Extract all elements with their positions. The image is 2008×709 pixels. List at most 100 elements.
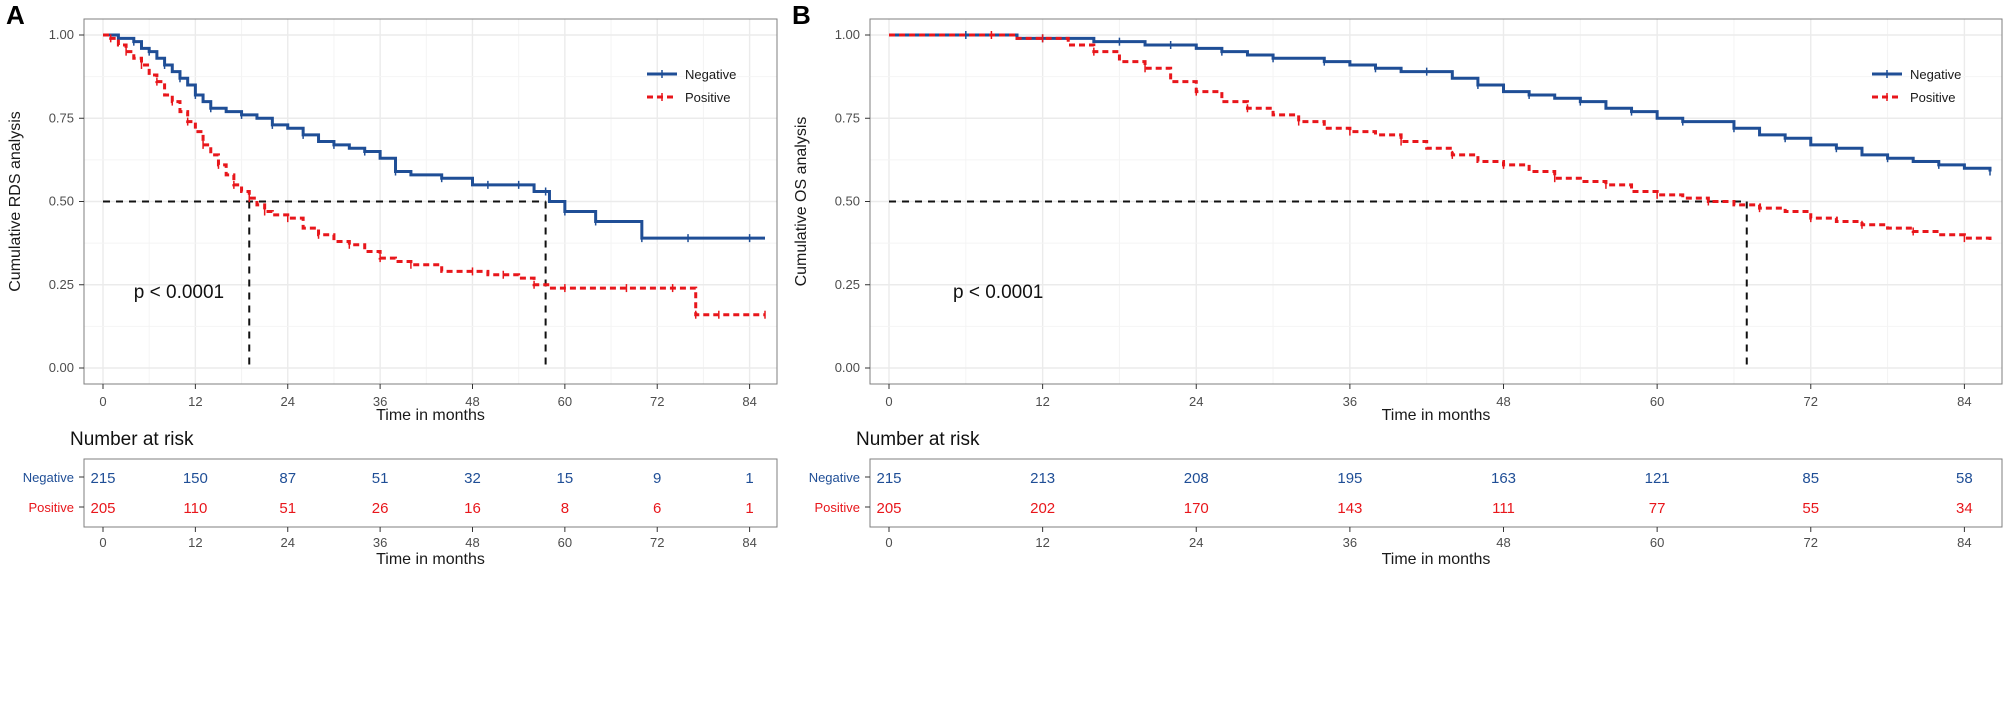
risk-table-frame (83, 458, 778, 528)
y-axis-label: Cumulative OS analysis (793, 117, 810, 287)
y-tick-label: 0.75 (49, 110, 74, 125)
x-tick-label: 12 (1035, 394, 1049, 409)
risk-count: 16 (464, 500, 481, 517)
censor-marks-negative (117, 34, 751, 243)
risk-count: 195 (1337, 470, 1362, 487)
legend-label-positive: Positive (1910, 90, 1956, 105)
risk-x-tick-label: 72 (1804, 535, 1818, 550)
km-panel-b: B 0 12 24 36 48 60 72 84 0.00 0.25 0.50 0.75 1.00 Time… (792, 0, 2003, 568)
censor-marks-negative (965, 31, 1991, 176)
risk-count: 215 (876, 470, 901, 487)
risk-count: 202 (1030, 500, 1055, 517)
p-value: p < 0.0001 (953, 282, 1043, 303)
x-tick-label: 36 (373, 394, 387, 409)
risk-count: 1 (745, 500, 753, 517)
x-tick-label: 48 (465, 394, 479, 409)
risk-x-tick-label: 0 (99, 535, 106, 550)
y-tick-label: 1.00 (49, 27, 74, 42)
risk-x-axis-label: Time in months (376, 551, 485, 568)
risk-count: 9 (653, 470, 661, 487)
risk-count: 143 (1337, 500, 1362, 517)
risk-x-tick-label: 24 (281, 535, 295, 550)
x-axis-label: Time in months (1382, 407, 1491, 424)
risk-x-tick-label: 12 (188, 535, 202, 550)
risk-count: 51 (279, 500, 296, 517)
x-tick-label: 72 (650, 394, 664, 409)
y-tick-label: 0.50 (49, 194, 74, 209)
risk-count: 215 (90, 470, 115, 487)
risk-count: 208 (1184, 470, 1209, 487)
risk-count: 85 (1802, 470, 1819, 487)
survival-curve-positive (103, 33, 765, 317)
risk-count: 111 (1492, 500, 1515, 517)
risk-count: 1 (745, 470, 753, 487)
y-tick-label: 0.75 (835, 110, 860, 125)
risk-x-tick-label: 84 (742, 535, 756, 550)
risk-row-label-positive: Positive (28, 500, 74, 515)
x-tick-label: 24 (281, 394, 295, 409)
risk-count: 150 (183, 470, 208, 487)
risk-row-label-negative: Negative (809, 470, 860, 485)
x-tick-label: 84 (742, 394, 756, 409)
risk-count: 58 (1956, 470, 1973, 487)
legend-label-negative: Negative (685, 67, 736, 82)
risk-count: 205 (876, 500, 901, 517)
risk-x-tick-label: 36 (373, 535, 387, 550)
risk-row-label-negative: Negative (23, 470, 74, 485)
risk-x-tick-label: 0 (885, 535, 892, 550)
risk-count: 26 (372, 500, 389, 517)
risk-x-tick-label: 84 (1957, 535, 1971, 550)
y-axis-label: Cumulative RDS analysis (7, 111, 24, 292)
y-tick-label: 0.25 (49, 277, 74, 292)
x-tick-label: 60 (1650, 394, 1664, 409)
risk-count: 34 (1956, 500, 1973, 517)
y-tick-label: 0.00 (835, 360, 860, 375)
risk-x-tick-label: 60 (1650, 535, 1664, 550)
risk-count: 77 (1649, 500, 1666, 517)
risk-x-tick-label: 48 (465, 535, 479, 550)
censor-marks-positive (990, 31, 1966, 243)
risk-table-title: Number at risk (856, 429, 980, 450)
risk-count: 163 (1491, 470, 1516, 487)
risk-x-tick-label: 12 (1035, 535, 1049, 550)
risk-count: 55 (1802, 500, 1819, 517)
risk-x-axis-label: Time in months (1382, 551, 1491, 568)
risk-count: 8 (561, 500, 569, 517)
risk-x-tick-label: 48 (1496, 535, 1510, 550)
x-tick-label: 0 (885, 394, 892, 409)
risk-count: 51 (372, 470, 389, 487)
x-tick-label: 84 (1957, 394, 1971, 409)
x-axis-label: Time in months (376, 407, 485, 424)
legend-label-negative: Negative (1910, 67, 1961, 82)
risk-x-tick-label: 36 (1343, 535, 1357, 550)
y-tick-label: 0.25 (835, 277, 860, 292)
y-tick-label: 0.00 (49, 360, 74, 375)
risk-x-tick-label: 24 (1189, 535, 1203, 550)
km-panel-a: A 0 12 24 36 48 60 72 84 0.00 0.25 0.50 0.75 1.00 Time… (6, 0, 778, 568)
risk-x-tick-label: 60 (558, 535, 572, 550)
p-value: p < 0.0001 (134, 282, 224, 303)
y-tick-label: 1.00 (835, 27, 860, 42)
x-tick-label: 0 (99, 394, 106, 409)
panel-label: A (6, 0, 25, 30)
median-lines (889, 200, 1748, 368)
risk-count: 121 (1645, 470, 1670, 487)
risk-table-title: Number at risk (70, 429, 194, 450)
y-tick-label: 0.50 (835, 194, 860, 209)
x-tick-label: 12 (188, 394, 202, 409)
risk-row-label-positive: Positive (814, 500, 860, 515)
risk-count: 110 (183, 500, 207, 517)
x-tick-label: 60 (558, 394, 572, 409)
risk-count: 15 (557, 470, 574, 487)
risk-table-frame (869, 458, 2003, 528)
risk-count: 32 (464, 470, 481, 487)
censor-marks-positive (109, 34, 766, 319)
x-tick-label: 48 (1496, 394, 1510, 409)
x-tick-label: 72 (1804, 394, 1818, 409)
x-tick-label: 24 (1189, 394, 1203, 409)
risk-count: 213 (1030, 470, 1055, 487)
risk-x-tick-label: 72 (650, 535, 664, 550)
risk-count: 87 (279, 470, 296, 487)
risk-count: 205 (90, 500, 115, 517)
